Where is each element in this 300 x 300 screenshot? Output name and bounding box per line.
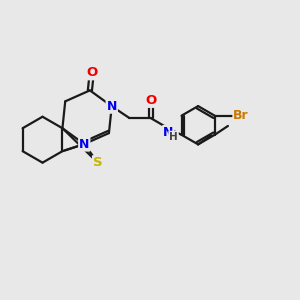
Text: H: H — [169, 132, 178, 142]
Text: N: N — [106, 100, 117, 113]
Text: O: O — [86, 66, 98, 79]
Text: O: O — [145, 94, 156, 107]
Text: S: S — [93, 156, 103, 169]
Text: N: N — [79, 138, 89, 151]
Text: Br: Br — [233, 109, 249, 122]
Text: N: N — [163, 126, 173, 139]
